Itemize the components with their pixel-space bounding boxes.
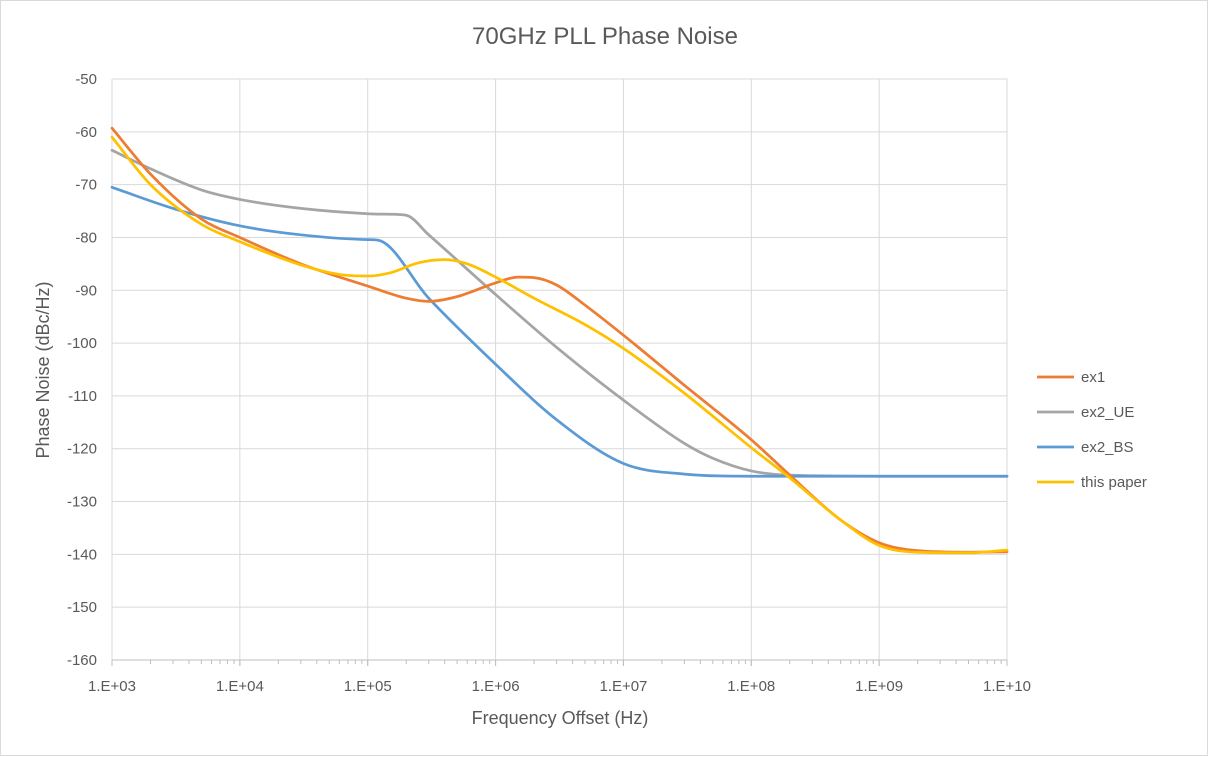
y-axis-title: Phase Noise (dBc/Hz): [33, 281, 53, 458]
series-line-ex2-bs: [110, 185, 1009, 478]
legend-label: this paper: [1081, 474, 1147, 491]
y-tick-label: -60: [75, 124, 97, 141]
y-tick-label: -50: [75, 71, 97, 88]
x-tick-label: 1.E+09: [855, 678, 903, 695]
y-tick-label: -130: [67, 494, 97, 511]
y-tick-label: -150: [67, 599, 97, 616]
x-tick-label: 1.E+10: [983, 678, 1031, 695]
x-tick-label: 1.E+08: [727, 678, 775, 695]
chart-title: 70GHz PLL Phase Noise: [472, 23, 738, 50]
x-tick-label: 1.E+07: [599, 678, 647, 695]
y-tick-label: -80: [75, 229, 97, 246]
legend-label: ex2_UE: [1081, 404, 1134, 421]
y-tick-label: -70: [75, 177, 97, 194]
legend-label: ex2_BS: [1081, 439, 1134, 456]
x-tick-label: 1.E+06: [472, 678, 520, 695]
y-tick-label: -140: [67, 546, 97, 563]
y-tick-label: -160: [67, 652, 97, 669]
y-tick-label: -120: [67, 441, 97, 458]
y-tick-label: -90: [75, 282, 97, 299]
x-tick-label: 1.E+03: [88, 678, 136, 695]
y-tick-label: -110: [68, 388, 97, 405]
legend-label: ex1: [1081, 369, 1105, 386]
series-line-ex1: [110, 126, 1009, 554]
x-tick-label: 1.E+05: [344, 678, 392, 695]
y-tick-label: -100: [67, 335, 97, 352]
x-axis-title: Frequency Offset (Hz): [472, 708, 649, 728]
series-line-this-paper: [110, 135, 1009, 555]
plot-grid: [111, 78, 1008, 661]
plot-series: [110, 126, 1009, 555]
plot-axes: -50 -60 -70 -80 -90 -100 -110 -120 -130 -140 -150 -…: [67, 71, 1031, 695]
series-line-ex2-ue: [110, 148, 1009, 478]
x-tick-label: 1.E+04: [216, 678, 264, 695]
